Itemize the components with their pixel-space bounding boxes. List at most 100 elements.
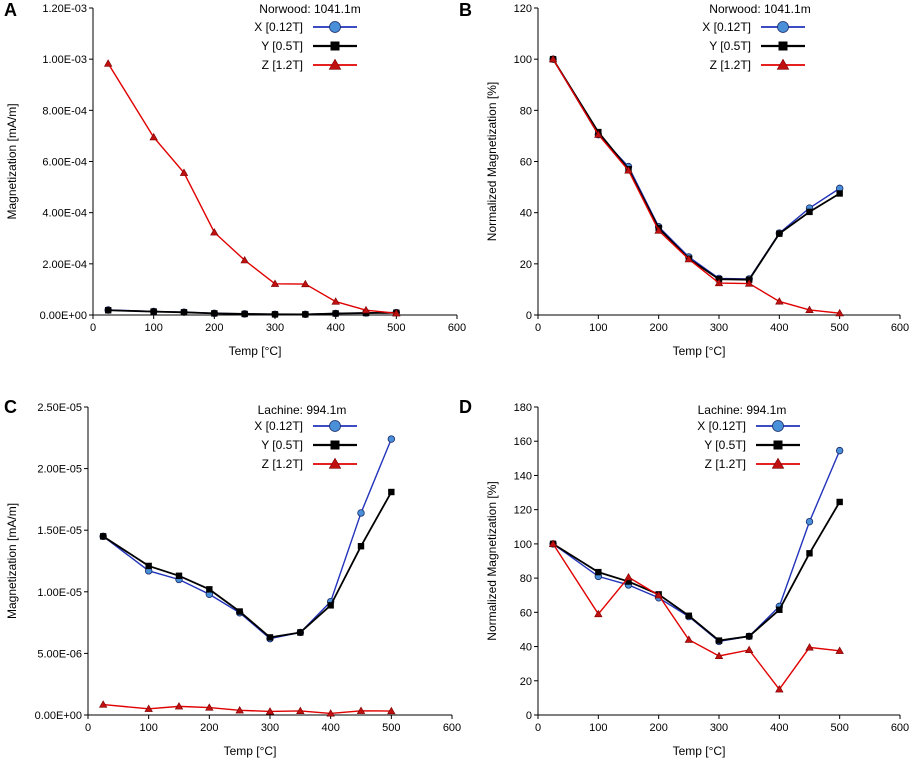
location-label: Lachine: 994.1m: [698, 403, 787, 417]
series-z-point: [179, 168, 189, 176]
panel-b: B 0 100 200 300 400 500 600 0 20 40 60 80 100 120 Temp …: [459, 0, 909, 358]
series-y-point: [241, 310, 248, 318]
legend-label-x: X [0.12T]: [702, 20, 751, 34]
series-z-point: [392, 309, 401, 317]
y-tick-label: 100: [514, 54, 532, 66]
y-axis-title: Normalized Magnetization [%]: [485, 82, 499, 241]
series-z-point: [775, 297, 784, 305]
legend-marker-x: [777, 21, 789, 33]
series-z-point: [684, 635, 694, 643]
legend: X [0.12T] Y [0.5T] Z [1.2T]: [697, 419, 800, 471]
legend-marker-y: [330, 440, 340, 450]
series-z-point: [744, 279, 754, 287]
x-tick-label: 600: [443, 722, 461, 734]
panel-letter: A: [4, 0, 17, 20]
x-axis-title: Temp [°C]: [673, 744, 726, 758]
series-z-line: [552, 543, 840, 691]
series-z-point: [654, 590, 663, 599]
series-z-point: [744, 645, 754, 654]
series-y-point: [271, 311, 279, 318]
series-y-point: [745, 633, 753, 640]
series-y-point: [806, 550, 813, 557]
y-axis-title: Magnetization [mA/m]: [5, 103, 19, 219]
series-z-point: [103, 59, 113, 67]
series-z-point: [356, 706, 366, 714]
y-tick-label: 1.50E-05: [37, 525, 82, 537]
series-y: [104, 307, 400, 318]
series-y-point: [595, 568, 602, 576]
x-tick-label: 400: [321, 722, 339, 734]
y-tick-label: 5.00E-06: [37, 648, 82, 660]
series-z-point: [654, 226, 663, 234]
series-z-point: [805, 643, 814, 651]
series-z-point: [548, 54, 558, 63]
legend-marker-z: [776, 58, 790, 70]
series-y-point: [388, 488, 395, 496]
legend: X [0.12T] Y [0.5T] Z [1.2T]: [254, 419, 357, 471]
x-tick-label: 0: [85, 722, 91, 734]
y-tick-label: 20: [520, 676, 532, 688]
x-tick-label: 200: [649, 722, 667, 734]
series-z-point: [296, 706, 305, 714]
legend-label-y: Y [0.5T]: [709, 39, 751, 53]
series-z-line: [103, 703, 392, 715]
legend-label-y: Y [0.5T]: [261, 438, 303, 452]
series-z-point: [714, 278, 724, 287]
panel-a: A 0 100 200 300 400 500 600 0.00E+00 2.00E-04 4.00…: [4, 0, 466, 358]
y-tick-label: 40: [520, 642, 532, 654]
series-y-point: [104, 307, 112, 314]
series-y-point: [836, 498, 843, 506]
y-tick-label: 8.00E-04: [42, 105, 87, 117]
x-axis-title: Temp [°C]: [229, 344, 282, 358]
y-tick-label: 160: [514, 436, 532, 448]
y-axis-title: Magnetization [mA/m]: [5, 503, 19, 619]
x-tick-label: 0: [535, 322, 541, 334]
series-x-line: [552, 58, 841, 280]
series-y-point: [625, 578, 632, 585]
y-tick-label: 1.00E-03: [42, 54, 87, 66]
legend-label-y: Y [0.5T]: [704, 438, 746, 452]
legend: X [0.12T] Y [0.5T] Z [1.2T]: [702, 20, 805, 72]
series-y-point: [99, 533, 107, 540]
legend-marker-z: [328, 457, 342, 469]
series-z-point: [174, 702, 184, 710]
y-tick-label: 1.20E-03: [42, 3, 87, 15]
series-y-point: [302, 311, 309, 318]
series-z-point: [326, 709, 335, 717]
series-z-point: [775, 685, 784, 693]
legend-marker-z: [771, 457, 785, 469]
x-tick-label: 100: [589, 322, 607, 334]
legend: X [0.12T] Y [0.5T] Z [1.2T]: [254, 20, 357, 72]
y-tick-label: 80: [520, 573, 532, 585]
series-z-point: [624, 166, 633, 174]
x-tick-label: 600: [448, 322, 466, 334]
series-z-line: [552, 58, 840, 314]
x-tick-label: 400: [770, 722, 788, 734]
series-z-point: [240, 255, 249, 264]
x-tick-label: 500: [382, 722, 400, 734]
series-z-point: [548, 539, 558, 547]
series-z-point: [361, 305, 371, 314]
x-tick-label: 200: [649, 322, 667, 334]
x-tick-label: 300: [710, 322, 728, 334]
x-tick-label: 300: [261, 722, 279, 734]
x-axis-title: Temp [°C]: [673, 344, 726, 358]
series-z-point: [301, 279, 310, 288]
series-x-point: [357, 509, 365, 517]
panel-letter: D: [459, 397, 472, 417]
series-y-point: [327, 602, 334, 609]
series-z-point: [235, 706, 244, 714]
series-y-line: [552, 58, 841, 281]
series-x: [99, 435, 396, 643]
panel-letter: C: [4, 397, 17, 417]
x-tick-label: 400: [326, 322, 344, 334]
series-y-point: [776, 606, 783, 613]
legend-label-z: Z [1.2T]: [705, 457, 746, 471]
y-tick-label: 2.00E-05: [37, 464, 82, 476]
x-tick-label: 0: [535, 722, 541, 734]
y-tick-label: 4.00E-04: [42, 208, 87, 220]
series-z-point: [594, 130, 603, 138]
legend-marker-x: [329, 420, 341, 432]
series-x-line: [552, 450, 841, 643]
series-x: [549, 55, 844, 283]
